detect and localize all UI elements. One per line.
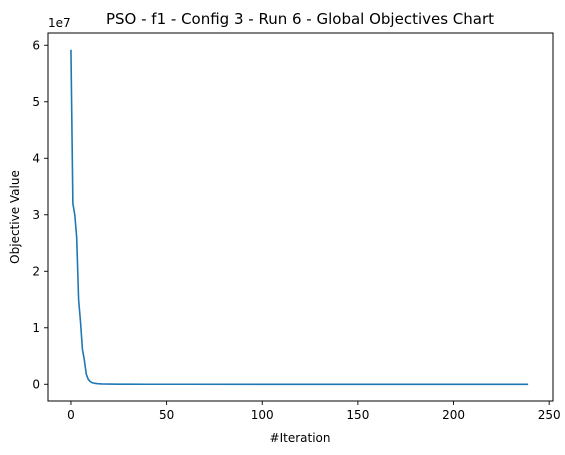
x-axis-label: #Iteration [270,431,331,445]
y-tick-label: 1 [32,321,40,335]
x-tick-label: 100 [251,408,274,422]
x-axis-ticks: 0 50 100 150 200 250 [67,401,561,422]
y-tick-label: 3 [32,208,40,222]
y-tick-label: 6 [32,38,40,52]
series-line [70,49,529,386]
y-tick-label: 5 [32,95,40,109]
x-tick-label: 50 [159,408,174,422]
x-tick-label: 250 [538,408,561,422]
plot-area-frame [47,32,554,402]
y-axis-multiplier: 1e7 [48,16,71,30]
y-axis-ticks: 0 1 2 3 4 5 6 [32,38,48,391]
y-axis-label: Objective Value [8,170,22,264]
x-tick-label: 150 [346,408,369,422]
x-tick-label: 200 [442,408,465,422]
x-tick-label: 0 [67,408,75,422]
y-tick-label: 4 [32,151,40,165]
y-tick-label: 2 [32,264,40,278]
chart-title: PSO - f1 - Config 3 - Run 6 - Global Obj… [106,10,494,28]
y-tick-label: 0 [32,377,40,391]
